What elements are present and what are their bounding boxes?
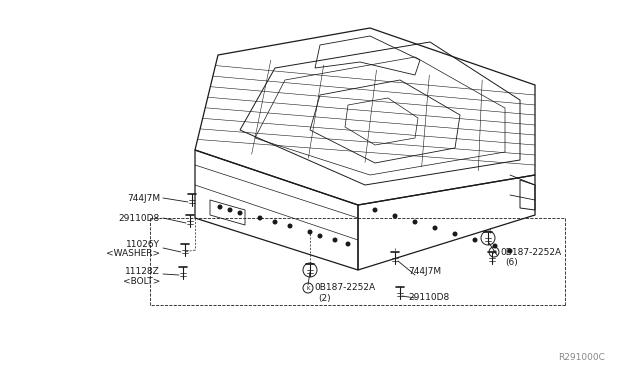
Text: <WASHER>: <WASHER>: [106, 250, 160, 259]
Text: 0B187-2252A: 0B187-2252A: [314, 283, 375, 292]
Circle shape: [508, 248, 513, 253]
Circle shape: [237, 211, 243, 215]
Text: K: K: [492, 250, 496, 254]
Text: 11128Z: 11128Z: [125, 267, 160, 276]
Circle shape: [273, 219, 278, 224]
Circle shape: [452, 231, 458, 237]
Circle shape: [333, 237, 337, 243]
Circle shape: [227, 208, 232, 212]
Text: 29110D8: 29110D8: [408, 292, 449, 301]
Text: 0B187-2252A: 0B187-2252A: [500, 247, 561, 257]
Text: <BOLT>: <BOLT>: [123, 278, 160, 286]
Text: R291000C: R291000C: [558, 353, 605, 362]
Circle shape: [472, 237, 477, 243]
Text: 11026Y: 11026Y: [126, 240, 160, 248]
Text: 29110D8: 29110D8: [119, 214, 160, 222]
Text: (2): (2): [318, 294, 331, 302]
Circle shape: [372, 208, 378, 212]
Circle shape: [433, 225, 438, 231]
Circle shape: [218, 205, 223, 209]
Text: 744J7M: 744J7M: [408, 266, 441, 276]
Circle shape: [257, 215, 262, 221]
Text: 744J7M: 744J7M: [127, 193, 160, 202]
Text: K: K: [307, 285, 310, 291]
Circle shape: [413, 219, 417, 224]
Circle shape: [346, 241, 351, 247]
Circle shape: [307, 230, 312, 234]
Circle shape: [317, 234, 323, 238]
Circle shape: [493, 244, 497, 248]
Circle shape: [287, 224, 292, 228]
Circle shape: [392, 214, 397, 218]
Text: (6): (6): [505, 257, 518, 266]
